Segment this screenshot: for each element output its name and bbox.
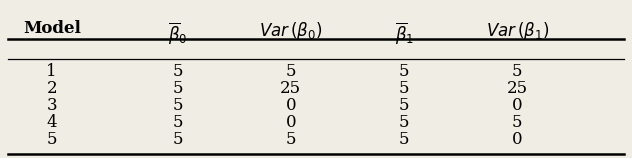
Text: 5: 5	[173, 63, 183, 80]
Text: 5: 5	[47, 131, 57, 148]
Text: 25: 25	[280, 80, 301, 97]
Text: 4: 4	[46, 114, 57, 131]
Text: 2: 2	[46, 80, 57, 97]
Text: 5: 5	[399, 97, 410, 114]
Text: 1: 1	[46, 63, 57, 80]
Text: 5: 5	[286, 131, 296, 148]
Text: 0: 0	[512, 97, 523, 114]
Text: 5: 5	[286, 63, 296, 80]
Text: 5: 5	[173, 131, 183, 148]
Text: 5: 5	[173, 80, 183, 97]
Text: $\overline{\beta}_0$: $\overline{\beta}_0$	[168, 20, 187, 46]
Text: 5: 5	[399, 80, 410, 97]
Text: Model: Model	[23, 20, 81, 37]
Text: 0: 0	[512, 131, 523, 148]
Text: 5: 5	[399, 131, 410, 148]
Text: 5: 5	[399, 114, 410, 131]
Text: $Var\,(\beta_1)$: $Var\,(\beta_1)$	[486, 20, 549, 42]
Text: 5: 5	[173, 97, 183, 114]
Text: $\overline{\beta}_1$: $\overline{\beta}_1$	[394, 20, 414, 46]
Text: 3: 3	[46, 97, 57, 114]
Text: 25: 25	[507, 80, 528, 97]
Text: 5: 5	[512, 63, 523, 80]
Text: $Var\,(\beta_0)$: $Var\,(\beta_0)$	[259, 20, 322, 42]
Text: 0: 0	[286, 97, 296, 114]
Text: 0: 0	[286, 114, 296, 131]
Text: 5: 5	[173, 114, 183, 131]
Text: 5: 5	[512, 114, 523, 131]
Text: 5: 5	[399, 63, 410, 80]
